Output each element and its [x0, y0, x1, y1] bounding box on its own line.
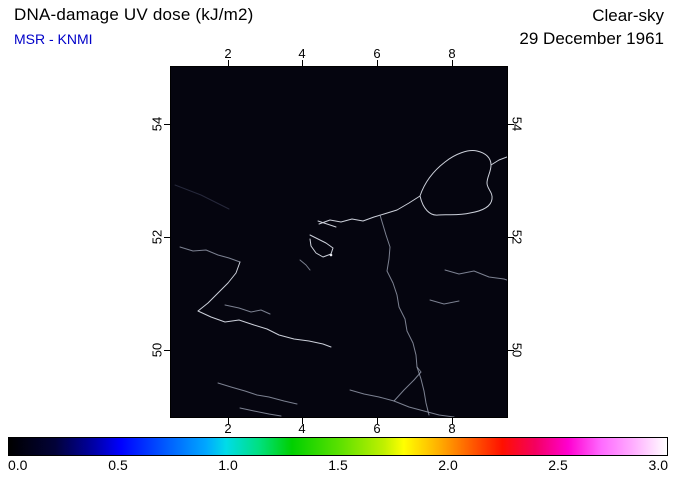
- y-tick-label-left: 50: [149, 342, 165, 358]
- axis-tick: [377, 60, 378, 66]
- axis-tick: [302, 418, 303, 424]
- river-path: [444, 269, 507, 281]
- colorbar-tick-label: 0.0: [8, 457, 28, 473]
- date-label: 29 December 1961: [519, 29, 664, 48]
- colorbar-tick-label: 1.0: [218, 457, 238, 473]
- colorbar-tick-label: 2.0: [438, 457, 458, 473]
- river-path: [217, 382, 298, 405]
- x-tick-label-top: 2: [224, 46, 232, 61]
- product-label: MSR - KNMI: [14, 31, 93, 47]
- header-right: Clear-sky 29 December 1961: [519, 4, 664, 50]
- axis-tick: [452, 418, 453, 424]
- x-tick-label-bottom: 4: [298, 421, 306, 436]
- axis-tick: [452, 60, 453, 66]
- axis-tick: [508, 350, 514, 351]
- river-path: [299, 259, 311, 271]
- river-path: [379, 214, 430, 416]
- coastline-path: [490, 156, 507, 166]
- axis-tick: [228, 418, 229, 424]
- axis-tick: [164, 350, 170, 351]
- colorbar-tick-label: 1.5: [328, 457, 348, 473]
- river-path: [393, 366, 422, 402]
- river-path: [429, 299, 460, 305]
- axis-tick: [302, 60, 303, 66]
- sky-condition-label: Clear-sky: [592, 6, 664, 25]
- coastline-map: [174, 150, 507, 417]
- coastline-path: [318, 195, 421, 225]
- axis-tick: [508, 124, 514, 125]
- map-panel: [170, 66, 508, 418]
- city-marker: [329, 253, 333, 257]
- coastline-path: [197, 310, 332, 348]
- x-tick-label-bottom: 6: [373, 421, 381, 436]
- river-path: [349, 389, 455, 417]
- x-tick-label-bottom: 2: [224, 421, 232, 436]
- coastline-path: [309, 234, 334, 258]
- river-path: [224, 304, 271, 315]
- coastline-path: [317, 220, 337, 228]
- coastline-path: [197, 261, 241, 312]
- x-tick-label-top: 6: [373, 46, 381, 61]
- river-path: [179, 246, 241, 263]
- x-tick-label-bottom: 8: [448, 421, 456, 436]
- x-tick-label-top: 4: [298, 46, 306, 61]
- axis-tick: [164, 237, 170, 238]
- river-path: [239, 407, 282, 417]
- colorbar-tick-label: 3.0: [648, 457, 668, 473]
- estuary-outline: [419, 150, 493, 216]
- figure-title: DNA-damage UV dose (kJ/m2): [14, 5, 254, 24]
- colorbar: [8, 437, 668, 456]
- axis-tick: [164, 124, 170, 125]
- axis-tick: [508, 237, 514, 238]
- axis-tick: [228, 60, 229, 66]
- y-tick-label-left: 54: [149, 116, 165, 132]
- colorbar-tick-label: 0.5: [108, 457, 128, 473]
- x-tick-label-top: 8: [448, 46, 456, 61]
- colorbar-tick-label: 2.5: [548, 457, 568, 473]
- y-tick-label-left: 52: [149, 229, 165, 245]
- axis-tick: [377, 418, 378, 424]
- coastline-layer: [174, 150, 507, 417]
- region-boundary-line: [174, 184, 230, 210]
